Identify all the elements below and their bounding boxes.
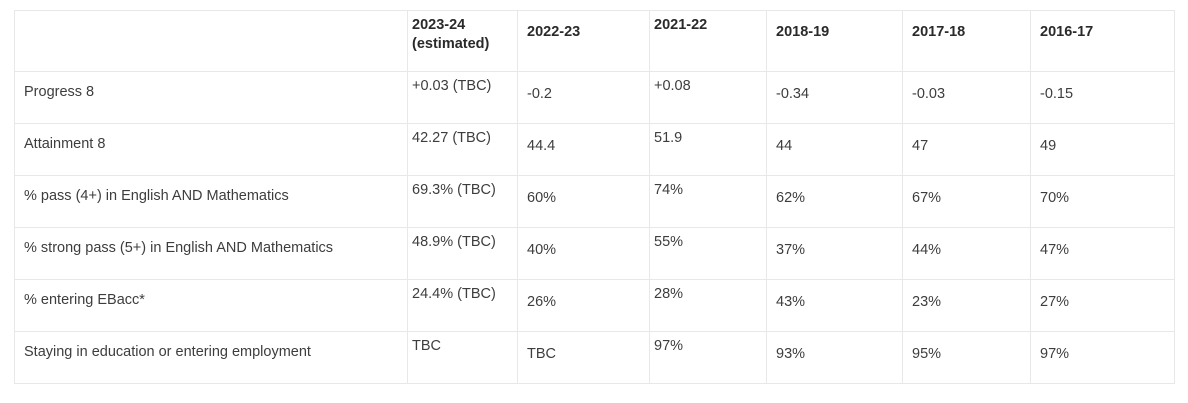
performance-table: 2023-24 (estimated) 2022-23 2021-22 2018-19… (14, 10, 1175, 384)
row-label: Progress 8 (14, 71, 408, 124)
value-cell: 23% (902, 279, 1031, 332)
value-cell: 95% (902, 331, 1031, 384)
table-row: % strong pass (5+) in English AND Mathem… (14, 227, 1175, 280)
table-row: Progress 8 +0.03 (TBC) -0.2 +0.08 -0.34 -0.03… (14, 71, 1175, 124)
header-cell-year: 2023-24 (estimated) (407, 10, 518, 72)
value-cell: 42.27 (TBC) (407, 123, 518, 176)
value-cell: 93% (766, 331, 903, 384)
value-cell: 62% (766, 175, 903, 228)
table-body: Progress 8 +0.03 (TBC) -0.2 +0.08 -0.34 -0.03… (14, 71, 1175, 384)
value-cell: +0.03 (TBC) (407, 71, 518, 124)
value-cell: +0.08 (649, 71, 767, 124)
table-row: Staying in education or entering employm… (14, 331, 1175, 384)
value-cell: 44 (766, 123, 903, 176)
value-cell: 97% (1030, 331, 1175, 384)
header-cell-blank (14, 10, 408, 72)
header-cell-year: 2017-18 (902, 10, 1031, 72)
value-cell: 51.9 (649, 123, 767, 176)
row-label: Attainment 8 (14, 123, 408, 176)
value-cell: 40% (517, 227, 650, 280)
value-cell: -0.03 (902, 71, 1031, 124)
value-cell: TBC (517, 331, 650, 384)
value-cell: 44% (902, 227, 1031, 280)
value-cell: 24.4% (TBC) (407, 279, 518, 332)
value-cell: 26% (517, 279, 650, 332)
table-row: Attainment 8 42.27 (TBC) 44.4 51.9 44 47 49 (14, 123, 1175, 176)
row-label: % strong pass (5+) in English AND Mathem… (14, 227, 408, 280)
value-cell: 47 (902, 123, 1031, 176)
value-cell: 48.9% (TBC) (407, 227, 518, 280)
value-cell: 49 (1030, 123, 1175, 176)
value-cell: 55% (649, 227, 767, 280)
value-cell: 69.3% (TBC) (407, 175, 518, 228)
table-row: % entering EBacc* 24.4% (TBC) 26% 28% 43% 23%… (14, 279, 1175, 332)
value-cell: 60% (517, 175, 650, 228)
value-cell: -0.15 (1030, 71, 1175, 124)
value-cell: 28% (649, 279, 767, 332)
row-label: % entering EBacc* (14, 279, 408, 332)
value-cell: 67% (902, 175, 1031, 228)
value-cell: TBC (407, 331, 518, 384)
value-cell: 27% (1030, 279, 1175, 332)
value-cell: 47% (1030, 227, 1175, 280)
header-cell-year: 2022-23 (517, 10, 650, 72)
table-header-row: 2023-24 (estimated) 2022-23 2021-22 2018-19… (14, 10, 1175, 72)
row-label: % pass (4+) in English AND Mathematics (14, 175, 408, 228)
value-cell: 74% (649, 175, 767, 228)
header-cell-year: 2018-19 (766, 10, 903, 72)
value-cell: 43% (766, 279, 903, 332)
value-cell: 97% (649, 331, 767, 384)
value-cell: 44.4 (517, 123, 650, 176)
row-label: Staying in education or entering employm… (14, 331, 408, 384)
value-cell: -0.2 (517, 71, 650, 124)
header-cell-year: 2021-22 (649, 10, 767, 72)
value-cell: 37% (766, 227, 903, 280)
header-cell-year: 2016-17 (1030, 10, 1175, 72)
table-row: % pass (4+) in English AND Mathematics 69… (14, 175, 1175, 228)
value-cell: -0.34 (766, 71, 903, 124)
value-cell: 70% (1030, 175, 1175, 228)
